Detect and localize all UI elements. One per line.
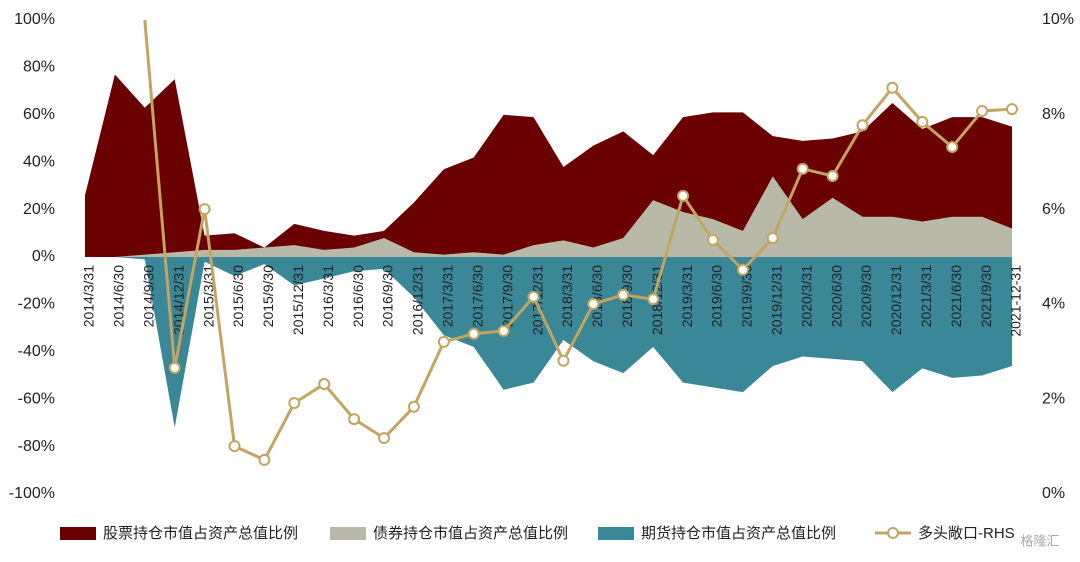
line-marker: [527, 290, 540, 303]
x-tick-label: 2021/9/30: [978, 265, 994, 327]
line-marker: [617, 288, 630, 301]
x-tick-label: 2020/12/31: [888, 265, 904, 335]
x-tick-label: 2020/3/31: [798, 265, 814, 327]
x-tick-label: 2015/6/30: [230, 265, 246, 327]
line-marker: [348, 413, 361, 426]
x-tick-label: 2014/3/31: [81, 265, 97, 327]
line-marker: [796, 162, 809, 175]
line-marker: [378, 432, 391, 445]
line-marker: [826, 169, 839, 182]
x-tick-label: 2016/9/30: [380, 265, 396, 327]
y-tick-label: 0%: [32, 248, 55, 265]
x-tick-label: 2019/12/31: [768, 265, 784, 335]
y2-tick-label: 10%: [1042, 11, 1074, 28]
x-tick-label: 2015/12/31: [290, 265, 306, 335]
area: [85, 176, 1012, 257]
y2-tick-label: 4%: [1042, 296, 1065, 313]
legend-swatch: [60, 527, 96, 540]
legend-label: 债券持仓市值占资产总值比例: [373, 525, 568, 542]
line-marker: [1006, 103, 1018, 116]
x-tick-label: 2016/6/30: [350, 265, 366, 327]
line-marker: [706, 233, 719, 246]
x-tick-label: 2021-12-31: [1008, 265, 1024, 337]
x-tick-label: 2020/6/30: [828, 265, 844, 327]
line-marker: [856, 119, 869, 132]
y-tick-label: 60%: [23, 106, 55, 123]
x-tick-label: 2019/9/30: [739, 265, 755, 327]
line-marker: [258, 453, 271, 466]
watermark: 格隆汇: [1020, 533, 1059, 548]
line-marker: [647, 293, 660, 306]
x-tick-label: 2014/6/30: [111, 265, 127, 327]
legend-swatch: [887, 527, 899, 539]
legend-label: 期货持仓市值占资产总值比例: [641, 525, 836, 542]
x-tick-label: 2018/6/30: [589, 265, 605, 327]
line-marker: [198, 203, 211, 216]
y-tick-label: -100%: [9, 485, 55, 502]
x-tick-label: 2019/3/31: [679, 265, 695, 327]
x-tick-label: 2017/6/30: [469, 265, 485, 327]
line-marker: [318, 378, 331, 391]
x-tick-label: 2016/3/31: [320, 265, 336, 327]
legend-swatch: [598, 527, 634, 540]
line-marker: [557, 354, 570, 367]
line-marker: [677, 189, 690, 202]
y-tick-label: 100%: [14, 11, 55, 28]
y2-tick-label: 8%: [1042, 106, 1065, 123]
line-marker: [587, 297, 600, 310]
x-tick-label: 2021/3/31: [918, 265, 934, 327]
legend-swatch: [330, 527, 366, 540]
x-tick-label: 2017/3/31: [440, 265, 456, 327]
line-marker: [736, 263, 749, 276]
x-tick-label: 2019/6/30: [709, 265, 725, 327]
line-marker: [168, 361, 181, 374]
y-tick-label: -20%: [18, 296, 55, 313]
x-tick-label: 2021/6/30: [948, 265, 964, 327]
y-tick-label: -80%: [18, 438, 55, 455]
y2-tick-label: 0%: [1042, 485, 1065, 502]
y2-tick-label: 6%: [1042, 201, 1065, 218]
y-tick-label: 20%: [23, 201, 55, 218]
line: [143, 19, 1013, 462]
legend-label: 股票持仓市值占资产总值比例: [103, 525, 298, 542]
line-marker: [467, 327, 480, 340]
x-tick-label: 2015/9/30: [260, 265, 276, 327]
x-tick-label: 2018/3/31: [559, 265, 575, 327]
y2-tick-label: 2%: [1042, 390, 1065, 407]
line-marker: [766, 232, 779, 245]
x-tick-label: 2014/9/30: [141, 265, 157, 327]
line-marker: [497, 324, 510, 337]
line-marker: [916, 115, 929, 128]
line-marker: [407, 400, 420, 413]
x-tick-label: 2016/12/31: [410, 265, 426, 335]
x-tick-label: 2020/9/30: [858, 265, 874, 327]
y-tick-label: -60%: [18, 390, 55, 407]
line-marker: [228, 440, 241, 453]
line-marker: [437, 335, 450, 348]
legend-label: 多头敞口-RHS: [918, 525, 1015, 542]
line-marker: [976, 105, 989, 118]
area: [85, 257, 1012, 428]
line-marker: [946, 141, 959, 154]
y-tick-label: 80%: [23, 59, 55, 76]
x-tick-label: 2017/9/30: [499, 265, 515, 327]
y-tick-label: -40%: [18, 343, 55, 360]
x-tick-label: 2014/12/31: [170, 265, 186, 335]
y-tick-label: 40%: [23, 153, 55, 170]
line-marker: [288, 396, 301, 409]
line-marker: [886, 81, 899, 94]
